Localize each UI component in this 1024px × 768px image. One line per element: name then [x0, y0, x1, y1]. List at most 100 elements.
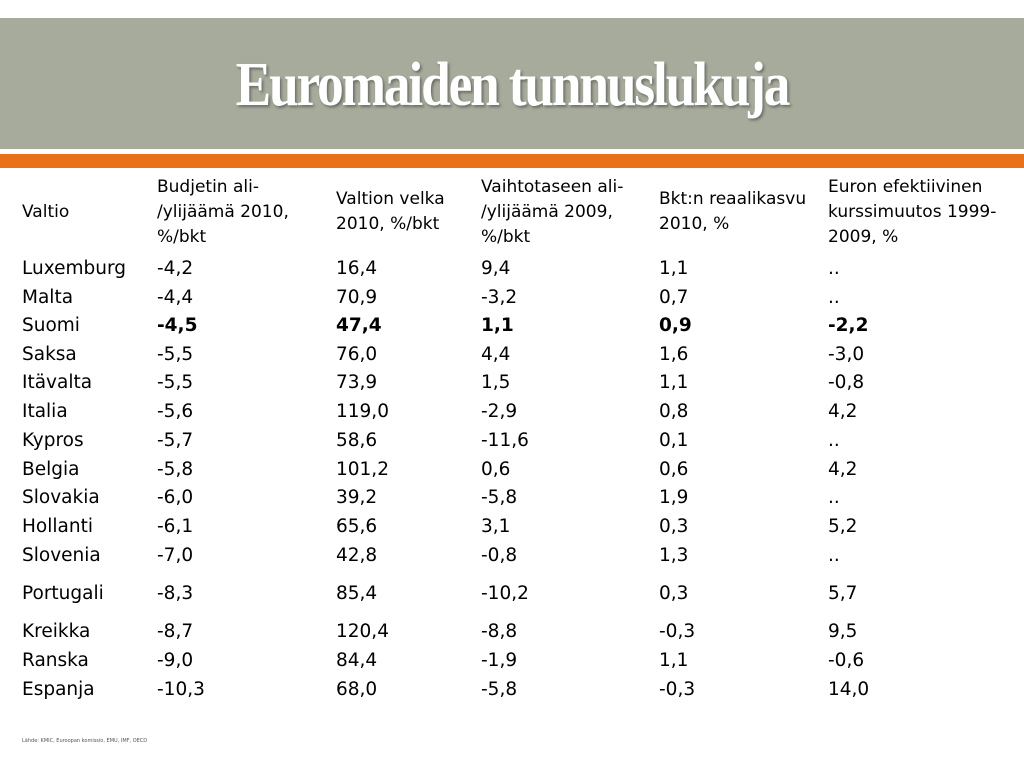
cell-government-debt: 119,0	[336, 401, 389, 422]
cell-country: Luxemburg	[22, 258, 126, 279]
cell-country: Hollanti	[22, 516, 93, 537]
cell-euro-rate-change: 14,0	[828, 679, 870, 700]
cell-current-account: 4,4	[481, 344, 511, 365]
cell-current-account: 1,1	[481, 315, 514, 336]
slide-title: Euromaiden tunnuslukuja	[235, 51, 791, 119]
cell-euro-rate-change: 4,2	[828, 459, 858, 480]
cell-gdp-growth: 0,7	[659, 287, 689, 308]
cell-budget-balance: -5,8	[157, 459, 194, 480]
cell-gdp-growth: 1,9	[659, 487, 689, 508]
cell-government-debt: 101,2	[336, 459, 389, 480]
cell-euro-rate-change: 5,2	[828, 516, 858, 537]
cell-euro-rate-change: -3,0	[828, 344, 865, 365]
header-gdp-growth: 2010, %	[659, 214, 730, 234]
cell-euro-rate-change: ..	[828, 258, 840, 279]
cell-government-debt: 84,4	[336, 650, 378, 671]
header-budget-balance: %/bkt	[157, 226, 207, 247]
header-government-debt: Valtion velka	[336, 189, 445, 209]
header-budget-balance: /ylijäämä 2010,	[157, 201, 289, 222]
cell-budget-balance: -6,0	[157, 487, 194, 508]
header-euro-rate-change: 2009, %	[828, 226, 899, 247]
cell-country: Malta	[22, 287, 74, 308]
title-divider	[0, 149, 1024, 154]
cell-current-account: -1,9	[481, 650, 518, 671]
cell-gdp-growth: 0,3	[659, 583, 689, 604]
cell-country: Kreikka	[22, 621, 91, 642]
cell-government-debt: 73,9	[336, 372, 378, 393]
cell-budget-balance: -4,2	[157, 258, 194, 279]
cell-budget-balance: -8,7	[157, 621, 194, 642]
cell-current-account: 9,4	[481, 258, 511, 279]
cell-government-debt: 70,9	[336, 287, 378, 308]
cell-budget-balance: -8,3	[157, 583, 194, 604]
cell-current-account: -10,2	[481, 583, 529, 604]
cell-current-account: -5,8	[481, 679, 518, 700]
cell-gdp-growth: 1,1	[659, 258, 689, 279]
cell-euro-rate-change: ..	[828, 487, 840, 508]
cell-country: Itävalta	[22, 372, 93, 393]
cell-budget-balance: -5,7	[157, 430, 194, 451]
header-euro-rate-change: Euron efektiivinen	[828, 176, 983, 197]
cell-budget-balance: -5,6	[157, 401, 194, 422]
cell-euro-rate-change: -0,6	[828, 650, 865, 671]
cell-budget-balance: -9,0	[157, 650, 194, 671]
cell-gdp-growth: 0,8	[659, 401, 689, 422]
cell-current-account: -0,8	[481, 545, 518, 566]
cell-country: Kypros	[22, 430, 84, 451]
header-current-account: %/bkt	[481, 226, 531, 247]
cell-country: Italia	[22, 401, 68, 422]
cell-euro-rate-change: 4,2	[828, 401, 858, 422]
cell-country: Belgia	[22, 459, 80, 480]
cell-gdp-growth: 1,1	[659, 372, 689, 393]
cell-euro-rate-change: ..	[828, 287, 840, 308]
cell-budget-balance: -5,5	[157, 344, 194, 365]
cell-gdp-growth: 0,3	[659, 516, 689, 537]
cell-current-account: -8,8	[481, 621, 518, 642]
header-current-account: Vaihtotaseen ali-	[481, 176, 624, 197]
header-gdp-growth: Bkt:n reaalikasvu	[659, 189, 807, 209]
cell-country: Suomi	[22, 315, 80, 336]
cell-country: Saksa	[22, 344, 77, 365]
cell-current-account: -5,8	[481, 487, 518, 508]
cell-budget-balance: -10,3	[157, 679, 205, 700]
cell-euro-rate-change: ..	[828, 430, 840, 451]
cell-euro-rate-change: ..	[828, 545, 840, 566]
cell-country: Espanja	[22, 679, 95, 700]
cell-government-debt: 47,4	[336, 315, 382, 336]
cell-government-debt: 120,4	[336, 621, 389, 642]
cell-government-debt: 76,0	[336, 344, 378, 365]
accent-bar	[0, 154, 1024, 168]
cell-government-debt: 39,2	[336, 487, 378, 508]
source-note: Lähde: KMIC, Euroopan komissio, EMU, IMF…	[22, 738, 148, 744]
cell-country: Slovenia	[22, 545, 101, 566]
header-government-debt: 2010, %/bkt	[336, 214, 440, 234]
cell-gdp-growth: 0,6	[659, 459, 689, 480]
cell-country: Portugali	[22, 583, 104, 604]
cell-gdp-growth: 0,9	[659, 315, 692, 336]
cell-budget-balance: -4,5	[157, 315, 198, 336]
header-current-account: /ylijäämä 2009,	[481, 201, 613, 222]
header-budget-balance: Budjetin ali-	[157, 176, 259, 197]
cell-budget-balance: -5,5	[157, 372, 194, 393]
cell-gdp-growth: -0,3	[659, 679, 696, 700]
title-band	[0, 18, 1024, 149]
cell-government-debt: 16,4	[336, 258, 378, 279]
cell-budget-balance: -7,0	[157, 545, 194, 566]
cell-euro-rate-change: 9,5	[828, 621, 858, 642]
header-country: Valtio	[22, 201, 70, 222]
cell-government-debt: 68,0	[336, 679, 378, 700]
cell-gdp-growth: 1,3	[659, 545, 689, 566]
cell-current-account: -11,6	[481, 430, 529, 451]
cell-country: Slovakia	[22, 487, 100, 508]
cell-government-debt: 58,6	[336, 430, 378, 451]
header-euro-rate-change: kurssimuutos 1999-	[828, 201, 997, 222]
cell-gdp-growth: 1,1	[659, 650, 689, 671]
cell-euro-rate-change: -2,2	[828, 315, 869, 336]
cell-budget-balance: -6,1	[157, 516, 194, 537]
cell-current-account: 0,6	[481, 459, 511, 480]
cell-current-account: 3,1	[481, 516, 511, 537]
cell-current-account: -2,9	[481, 401, 518, 422]
cell-euro-rate-change: -0,8	[828, 372, 865, 393]
cell-government-debt: 65,6	[336, 516, 378, 537]
